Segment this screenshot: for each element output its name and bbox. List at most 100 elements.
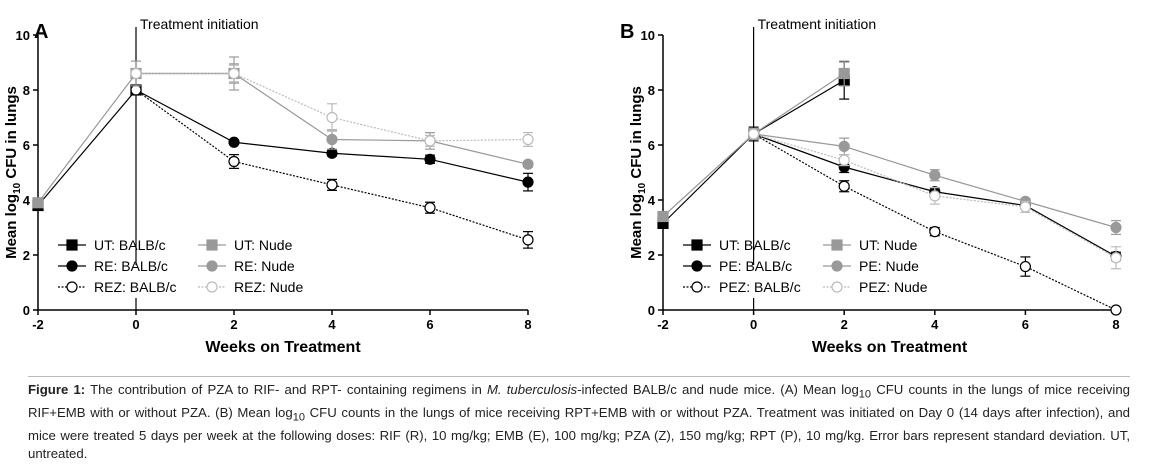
y-tick-label: 10 [16,28,30,43]
data-point [130,84,142,96]
y-axis-label: Mean log10 CFU in lungs [628,86,648,259]
data-point [522,234,534,246]
legend-label: PE: BALB/c [719,258,792,274]
legend-label: REZ: Nude [234,279,303,295]
x-tick-label: 4 [328,317,336,332]
legend-label: UT: Nude [234,237,293,253]
legend: UT: BALB/c RE: BALB/c REZ: BALB/c UT: Nude R… [58,237,303,295]
data-point [1019,260,1032,273]
figure-caption: Figure 1: The contribution of PZA to RIF… [28,376,1130,462]
series-pez--nude [747,128,1122,270]
caption-species: M. tuberculosis [486,382,578,397]
y-tick-label: 2 [23,248,30,263]
data-point [326,147,338,159]
caption-label: Figure 1: [28,382,86,397]
panel-label: B [620,21,634,43]
data-point [747,128,760,140]
data-point [929,226,941,238]
data-point [228,136,240,148]
legend-label: PE: Nude [859,258,919,274]
data-point [838,67,850,80]
data-point [657,210,669,223]
x-tick-label: 2 [230,317,237,332]
data-point [326,111,338,124]
legend-marker [206,281,218,293]
legend-label: PEZ: BALB/c [719,279,801,295]
legend-marker [66,260,78,272]
legend-marker [831,239,843,251]
series-rez--balb-c [130,84,534,249]
annotation-text: Treatment initiation [758,16,877,32]
y-tick-label: 8 [23,83,30,98]
series-rez--nude [130,64,534,147]
legend-marker [691,281,703,293]
x-axis-label: Weeks on Treatment [205,339,361,356]
legend-label: RE: BALB/c [94,258,168,274]
y-tick-label: 4 [23,193,31,208]
x-tick-label: 0 [750,317,757,332]
y-tick-label: 4 [648,193,656,208]
panel-label: A [34,21,48,43]
data-point [424,135,436,147]
data-point [929,190,941,202]
x-tick-label: 4 [931,317,939,332]
x-tick-label: 0 [132,317,139,332]
y-tick-label: 0 [648,303,655,318]
y-tick-label: 6 [648,138,655,153]
data-point [1110,221,1122,234]
data-point [424,153,436,165]
legend-marker [66,281,78,293]
legend-marker [691,260,703,272]
legend-label: REZ: BALB/c [94,279,176,295]
data-point [130,67,142,80]
x-tick-label: 6 [426,317,433,332]
data-point [1110,304,1122,316]
caption-text: CFU counts in the lungs of mice receivin… [28,405,1130,461]
data-point [228,155,240,168]
data-point [1110,252,1122,264]
series-re--nude [130,56,534,170]
legend-marker [831,260,843,272]
annotation-text: Treatment initiation [140,16,259,32]
legend-marker [206,260,218,272]
y-tick-label: 0 [23,303,30,318]
data-point [929,169,941,181]
caption-text: The contribution of PZA to RIF- and RPT-… [85,382,487,397]
legend-label: UT: BALB/c [719,237,791,253]
data-point [326,179,338,191]
x-tick-label: 8 [1112,317,1119,332]
x-tick-label: -2 [657,317,669,332]
data-point [326,133,338,146]
data-point [522,133,534,146]
caption-text: -infected BALB/c and nude mice. (A) Mean… [577,382,859,397]
series-line [37,89,137,206]
series-line [753,133,1117,311]
caption-subscript: 10 [292,411,305,424]
x-tick-label: 6 [1022,317,1029,332]
data-point [838,154,850,166]
legend-label: RE: Nude [234,258,295,274]
data-point [228,67,240,80]
data-point [32,197,44,209]
y-tick-label: 8 [648,83,655,98]
y-tick-label: 2 [648,248,655,263]
data-point [522,158,534,170]
data-point [838,180,850,192]
legend-label: UT: BALB/c [94,237,166,253]
x-axis-label: Weeks on Treatment [812,339,968,356]
x-tick-label: -2 [32,317,44,332]
series-pez--balb-c [747,128,1122,316]
legend: UT: BALB/c PE: BALB/c PEZ: BALB/c UT: Nude P… [683,237,928,295]
data-point [838,140,850,152]
legend-marker [66,239,78,251]
data-point [522,176,534,188]
legend-marker [831,281,843,293]
legend-marker [691,239,703,251]
y-axis-label: Mean log10 CFU in lungs [3,86,23,259]
caption-subscript: 10 [858,388,872,401]
legend-marker [206,239,218,251]
y-tick-label: 6 [23,138,30,153]
